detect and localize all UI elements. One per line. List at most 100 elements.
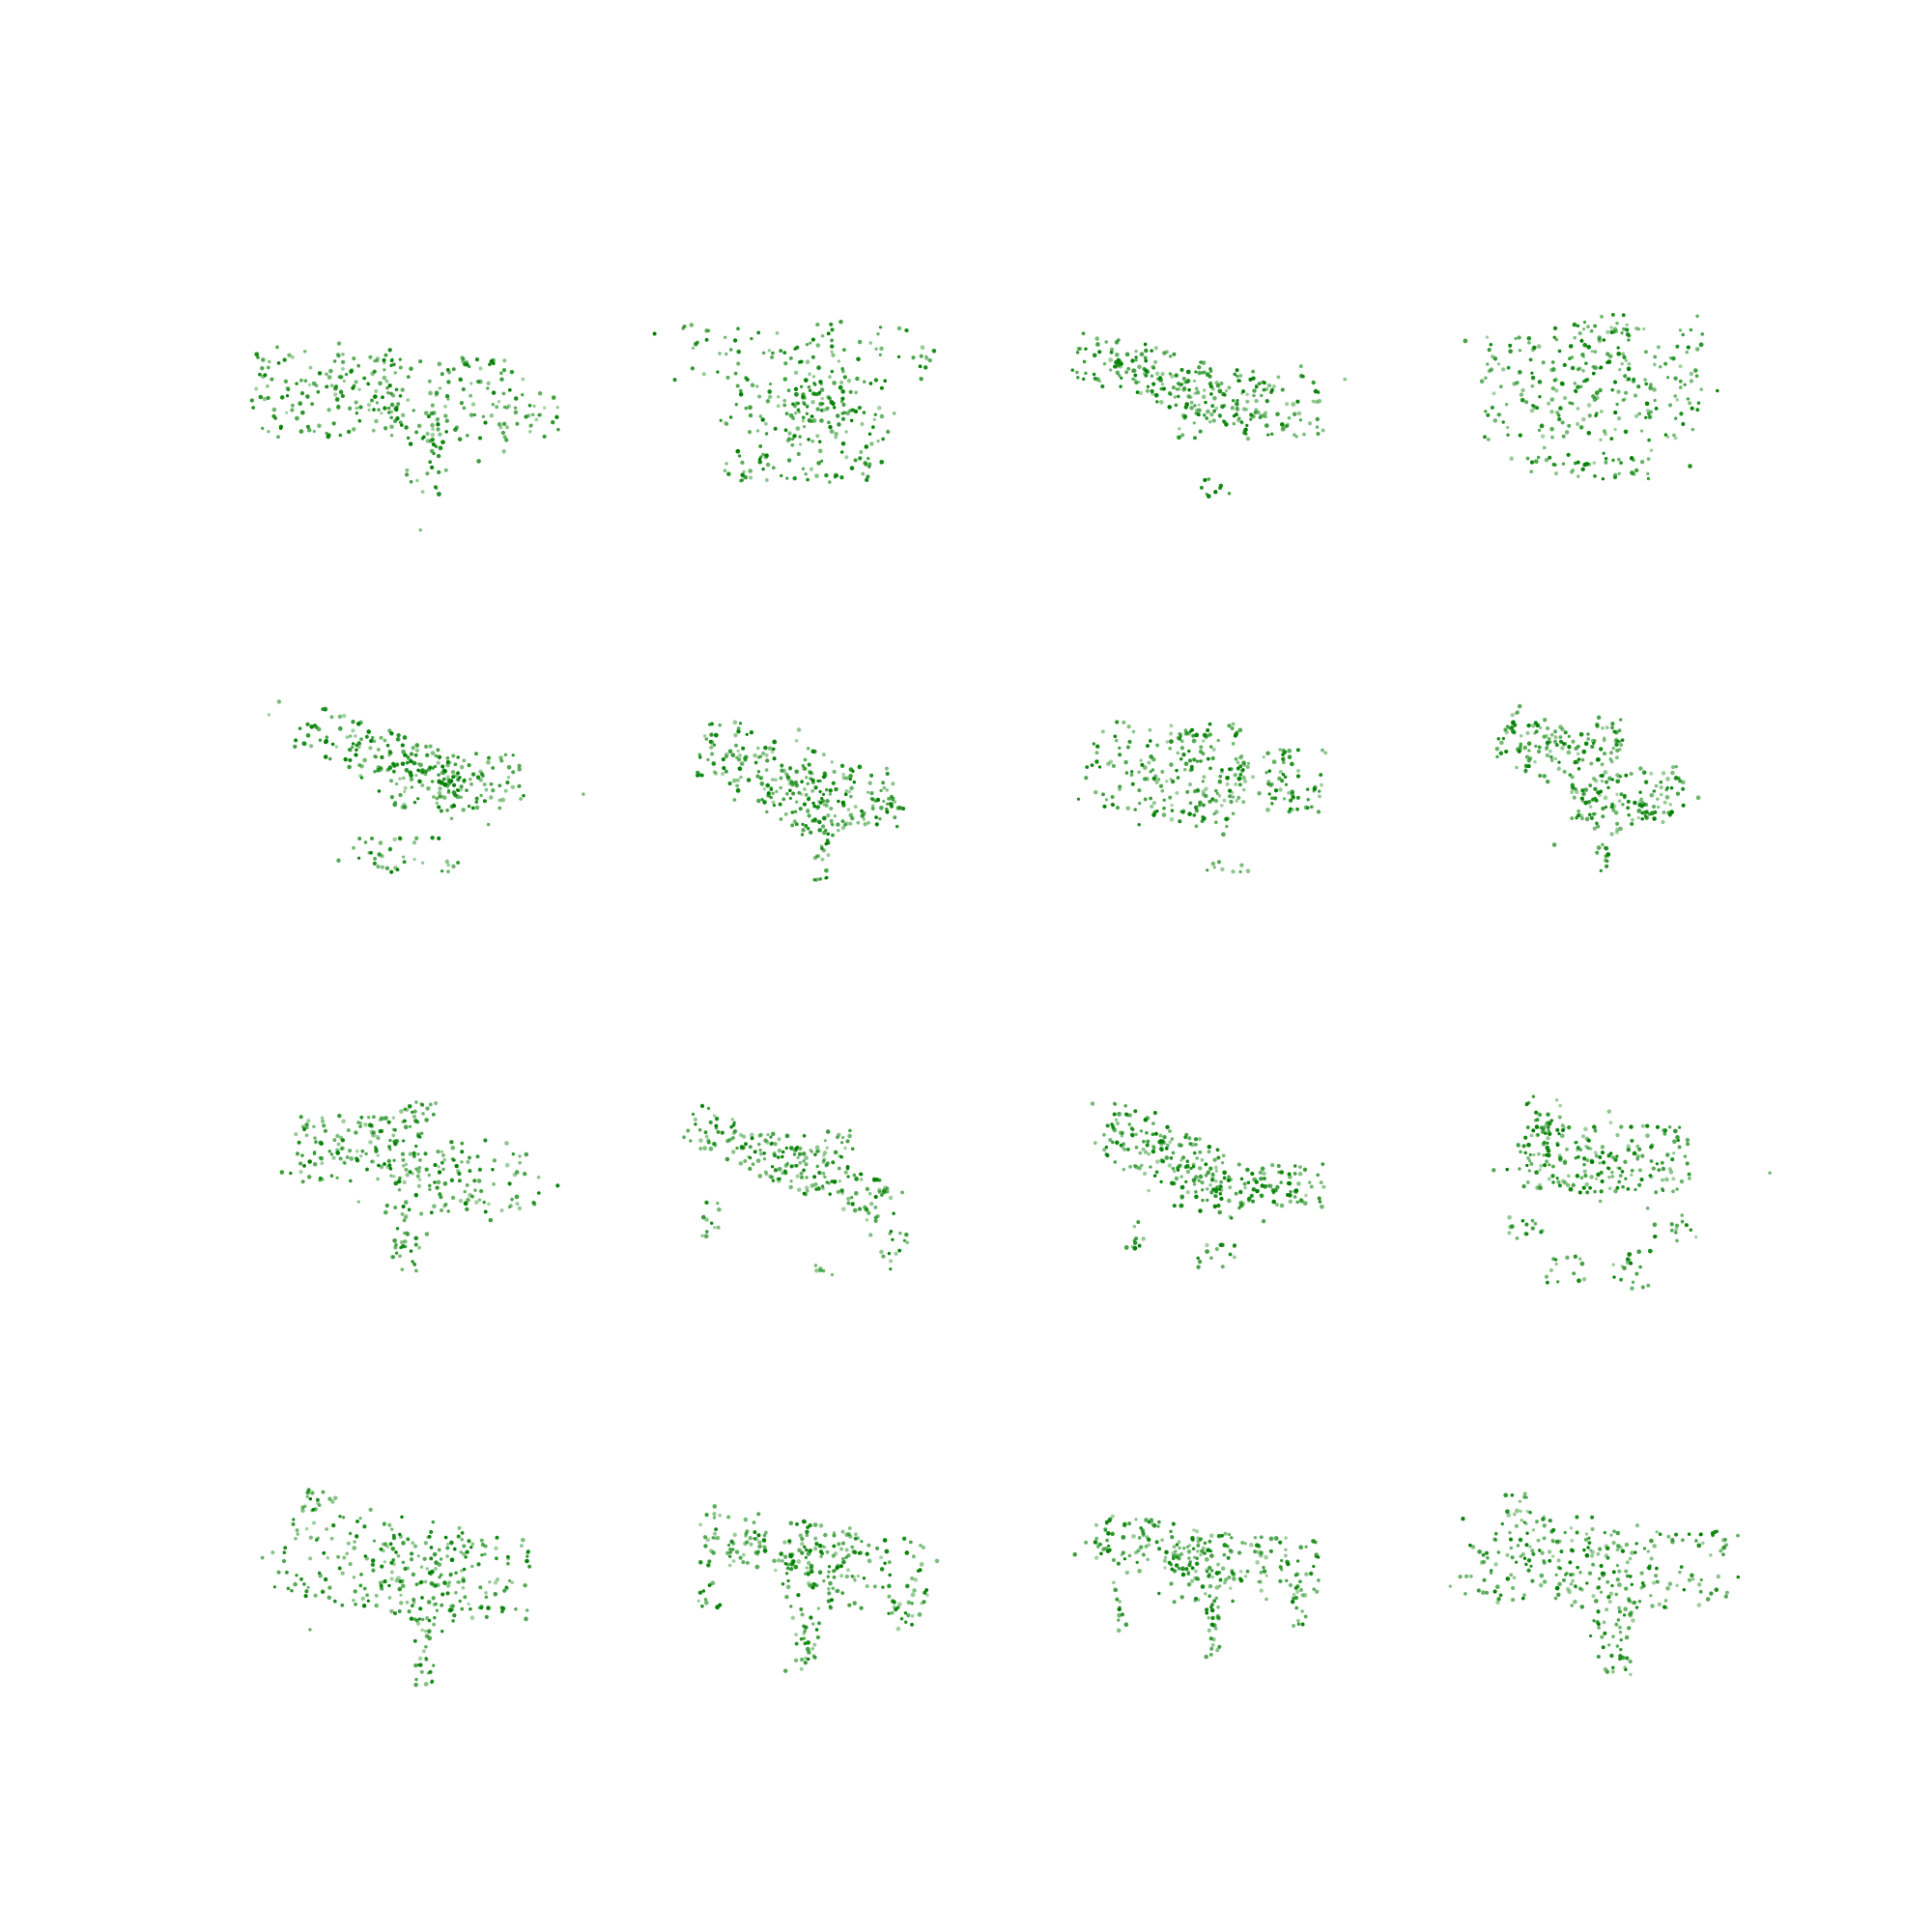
scatter-point	[1677, 1125, 1682, 1129]
scatter-point	[389, 795, 395, 800]
scatter-point	[1647, 438, 1651, 442]
scatter-point	[1262, 1171, 1266, 1176]
scatter-point	[763, 1530, 768, 1535]
scatter-point	[1197, 365, 1202, 370]
scatter-point	[1224, 388, 1229, 393]
scatter-point	[1670, 770, 1675, 776]
scatter-point	[724, 752, 729, 757]
scatter-point	[815, 805, 821, 810]
scatter-point	[867, 465, 871, 469]
scatter-point	[1239, 753, 1244, 758]
scatter-point	[1476, 1588, 1481, 1593]
scatter-point	[395, 737, 401, 742]
scatter-point	[322, 1123, 327, 1128]
scatter-point	[459, 787, 464, 792]
scatter-point	[387, 1522, 392, 1527]
scatter-point	[504, 1141, 509, 1146]
scatter-point	[1512, 1512, 1517, 1517]
scatter-point	[1512, 720, 1516, 724]
scatter-point	[1270, 1162, 1275, 1168]
scatter-point	[1539, 1163, 1544, 1168]
scatter-point	[275, 345, 279, 350]
scatter-point	[374, 1147, 379, 1151]
scatter-point	[1204, 1557, 1209, 1562]
scatter-point	[1580, 787, 1585, 793]
scatter-point	[1503, 1492, 1509, 1498]
scatter-point	[492, 1158, 497, 1163]
scatter-point	[800, 1550, 805, 1555]
scatter-point	[477, 1167, 483, 1172]
scatter-point	[400, 1151, 406, 1156]
scatter-point	[1238, 773, 1243, 777]
scatter-point	[1590, 1515, 1595, 1520]
scatter-point	[1201, 1198, 1205, 1203]
scatter-point	[1492, 1589, 1497, 1594]
scatter-point	[862, 817, 867, 821]
scatter-point	[1534, 1124, 1540, 1129]
scatter-point	[755, 774, 760, 779]
scatter-point	[467, 1539, 471, 1544]
scatter-point	[745, 1560, 750, 1565]
scatter-point	[1118, 753, 1122, 757]
scatter-point	[1179, 1203, 1184, 1208]
scatter-point	[1343, 377, 1348, 382]
scatter-point	[840, 396, 845, 401]
scatter-point	[352, 1598, 355, 1603]
scatter-point	[441, 778, 446, 781]
scatter-point	[323, 754, 328, 759]
scatter-point	[295, 415, 299, 421]
scatter-point	[491, 788, 496, 793]
scatter-point	[826, 813, 831, 818]
scatter-point	[719, 418, 723, 422]
scatter-point	[734, 1549, 740, 1554]
scatter-point	[1652, 1544, 1657, 1548]
scatter-point	[1090, 1101, 1095, 1106]
scatter-point	[1621, 1184, 1625, 1189]
scatter-point	[1155, 743, 1160, 748]
scatter-point	[1689, 327, 1693, 332]
scatter-point	[462, 1544, 467, 1548]
scatter-point	[380, 411, 384, 415]
scatter-point	[801, 764, 806, 768]
scatter-point	[1217, 1644, 1222, 1649]
scatter-point	[810, 771, 814, 776]
scatter-point	[1200, 1158, 1205, 1162]
scatter-point	[729, 1124, 733, 1129]
scatter-point	[1507, 1231, 1512, 1236]
scatter-point	[832, 381, 837, 385]
scatter-point	[880, 1193, 884, 1197]
scatter-point	[873, 1218, 878, 1224]
scatter-point	[901, 807, 906, 811]
scatter-point	[351, 728, 355, 733]
scatter-point	[1130, 770, 1134, 774]
scatter-point	[327, 1150, 331, 1153]
scatter-point	[1665, 1585, 1670, 1591]
scatter-point	[1152, 1110, 1158, 1116]
scatter-point	[300, 1124, 305, 1129]
scatter-point	[1583, 787, 1589, 792]
scatter-point	[500, 797, 506, 803]
scatter-point	[1228, 1548, 1233, 1553]
scatter-point	[1531, 1528, 1536, 1532]
scatter-point	[398, 1601, 404, 1605]
scatter-point	[1122, 1522, 1127, 1528]
scatter-point	[806, 1570, 810, 1576]
scatter-point	[1530, 723, 1536, 728]
scatter-point	[1570, 355, 1575, 359]
scatter-point	[409, 1557, 414, 1562]
scatter-point	[1081, 331, 1086, 336]
scatter-point	[1271, 384, 1277, 389]
scatter-point	[1540, 1125, 1546, 1130]
scatter-point	[365, 1593, 369, 1598]
scatter-point	[831, 353, 836, 357]
scatter-point	[1149, 1518, 1154, 1522]
scatter-point	[1195, 1529, 1200, 1534]
scatter-point	[793, 411, 798, 415]
scatter-point	[467, 762, 471, 768]
scatter-point	[777, 395, 781, 399]
scatter-point	[895, 806, 900, 810]
scatter-point	[357, 763, 362, 767]
scatter-point	[1136, 1548, 1141, 1553]
scatter-point	[714, 1116, 720, 1122]
scatter-point	[1133, 1550, 1138, 1555]
